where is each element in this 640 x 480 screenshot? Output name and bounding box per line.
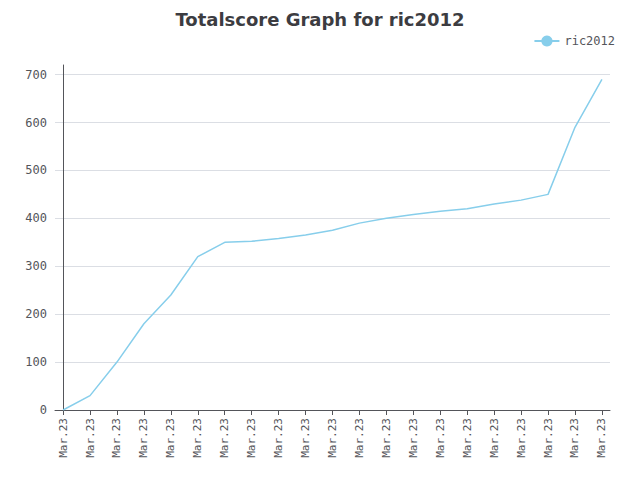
svg-text:200: 200 <box>25 307 47 321</box>
svg-text:Mar.23: Mar.23 <box>245 418 258 458</box>
svg-text:Mar.23: Mar.23 <box>595 418 608 458</box>
svg-text:Mar.23: Mar.23 <box>326 418 339 458</box>
svg-text:Mar.23: Mar.23 <box>380 418 393 458</box>
svg-text:Mar.23: Mar.23 <box>218 418 231 458</box>
svg-text:Mar.23: Mar.23 <box>191 418 204 458</box>
svg-text:Mar.23: Mar.23 <box>137 418 150 458</box>
svg-text:Mar.23: Mar.23 <box>461 418 474 458</box>
svg-text:ric2012: ric2012 <box>564 34 615 48</box>
svg-text:Mar.23: Mar.23 <box>299 418 312 458</box>
svg-text:Mar.23: Mar.23 <box>353 418 366 458</box>
svg-text:Mar.23: Mar.23 <box>272 418 285 458</box>
svg-text:Totalscore Graph for ric2012: Totalscore Graph for ric2012 <box>175 9 464 30</box>
svg-text:700: 700 <box>25 68 47 82</box>
svg-text:Mar.23: Mar.23 <box>434 418 447 458</box>
svg-text:300: 300 <box>25 259 47 273</box>
svg-text:Mar.23: Mar.23 <box>164 418 177 458</box>
svg-text:600: 600 <box>25 116 47 130</box>
svg-text:Mar.23: Mar.23 <box>488 418 501 458</box>
svg-text:Mar.23: Mar.23 <box>57 418 70 458</box>
svg-text:Mar.23: Mar.23 <box>568 418 581 458</box>
svg-text:0: 0 <box>40 403 47 417</box>
svg-text:Mar.23: Mar.23 <box>515 418 528 458</box>
svg-text:Mar.23: Mar.23 <box>84 418 97 458</box>
svg-text:400: 400 <box>25 211 47 225</box>
svg-text:Mar.23: Mar.23 <box>110 418 123 458</box>
svg-text:100: 100 <box>25 355 47 369</box>
svg-text:Mar.23: Mar.23 <box>542 418 555 458</box>
svg-text:Mar.23: Mar.23 <box>407 418 420 458</box>
svg-text:500: 500 <box>25 163 47 177</box>
